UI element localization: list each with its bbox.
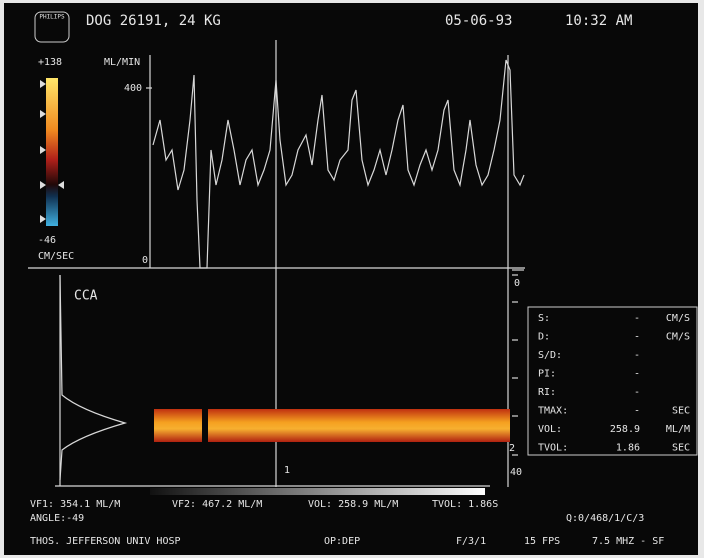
patient: DOG 26191, 24 KG bbox=[86, 13, 221, 29]
measure-unit: SEC bbox=[672, 443, 690, 454]
measure-name: PI: bbox=[538, 369, 556, 380]
color-bar bbox=[46, 78, 58, 226]
gray-bar bbox=[150, 488, 485, 495]
measure-value: - bbox=[634, 406, 640, 417]
measure-name: RI: bbox=[538, 387, 556, 398]
logo: PHILIPS bbox=[39, 14, 65, 21]
footer-tvol: TVOL: 1.86S bbox=[432, 499, 498, 510]
scale-label: 0 bbox=[514, 278, 520, 289]
measure-unit: SEC bbox=[672, 406, 690, 417]
flow-tick: 400 bbox=[124, 83, 142, 94]
footer-probe: 7.5 MHZ - SF bbox=[592, 536, 664, 547]
measure-value: - bbox=[634, 350, 640, 361]
measure-value: 258.9 bbox=[610, 424, 640, 435]
measure-value: - bbox=[634, 387, 640, 398]
measure-name: S: bbox=[538, 313, 550, 324]
monitor bbox=[4, 3, 698, 555]
measure-unit: CM/S bbox=[666, 313, 690, 324]
measure-unit: CM/S bbox=[666, 332, 690, 343]
footer-vf1: VF1: 354.1 ML/M bbox=[30, 499, 120, 510]
measure-value: 1.86 bbox=[616, 443, 640, 454]
cursor-label: 1 bbox=[284, 465, 290, 476]
footer-site: THOS. JEFFERSON UNIV HOSP bbox=[30, 536, 181, 547]
footer-preset: Q:0/468/1/C/3 bbox=[566, 513, 644, 524]
flow-unit: ML/MIN bbox=[104, 57, 140, 68]
color-max: +138 bbox=[38, 57, 62, 68]
date: 05-06-93 bbox=[445, 13, 512, 29]
measure-name: VOL: bbox=[538, 424, 562, 435]
measure-name: TMAX: bbox=[538, 406, 568, 417]
flow-waveform bbox=[152, 59, 525, 269]
measure-name: S/D: bbox=[538, 350, 562, 361]
scale-label: 40 bbox=[510, 467, 522, 478]
spectrum-scale bbox=[512, 269, 524, 456]
vessel-label: CCA bbox=[74, 289, 98, 304]
color-unit: CM/SEC bbox=[38, 251, 74, 262]
measure-unit: ML/M bbox=[666, 424, 690, 435]
spectrum-band bbox=[154, 409, 202, 442]
color-markers bbox=[40, 80, 64, 223]
measure-name: TVOL: bbox=[538, 443, 568, 454]
scale-label: 2 bbox=[509, 443, 515, 454]
footer-vf2: VF2: 467.2 ML/M bbox=[172, 499, 262, 510]
footer-operator: OP:DEP bbox=[324, 536, 360, 547]
time: 10:32 AM bbox=[565, 13, 632, 29]
measure-value: - bbox=[634, 313, 640, 324]
footer-vol: VOL: 258.9 ML/M bbox=[308, 499, 398, 510]
measure-value: - bbox=[634, 369, 640, 380]
measure-name: D: bbox=[538, 332, 550, 343]
spectrum-profile bbox=[59, 274, 128, 481]
spectrum-band bbox=[208, 409, 510, 442]
logo-box bbox=[34, 11, 70, 43]
flow-tick: 0 bbox=[142, 255, 148, 266]
footer-frame: F/3/1 bbox=[456, 536, 486, 547]
color-min: -46 bbox=[38, 235, 56, 246]
footer-fps: 15 FPS bbox=[524, 536, 560, 547]
footer-angle: ANGLE:-49 bbox=[30, 513, 84, 524]
measurement-panel bbox=[527, 306, 698, 456]
measure-value: - bbox=[634, 332, 640, 343]
